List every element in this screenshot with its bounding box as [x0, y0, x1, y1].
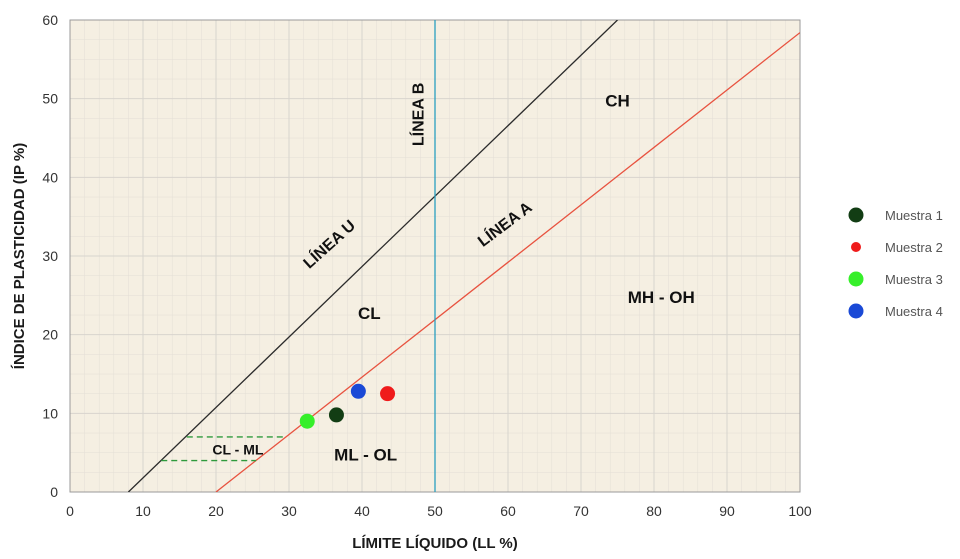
y-axis-title: ÍNDICE DE PLASTICIDAD (IP %)	[11, 143, 28, 369]
y-tick-label: 60	[42, 12, 58, 28]
data-point-muestra-2	[380, 386, 396, 402]
y-tick-label: 30	[42, 248, 58, 264]
line-a-line	[215, 32, 800, 492]
legend: Muestra 1 Muestra 2 Muestra 3 Muestra 4	[848, 207, 943, 319]
zone-label: MH - OH	[628, 288, 695, 307]
data-point-muestra-4	[350, 383, 366, 399]
zone-label: CL	[358, 304, 381, 323]
y-tick-label: 0	[50, 484, 58, 500]
data-point-muestra-3	[299, 413, 315, 429]
x-tick-label: 70	[573, 503, 589, 519]
legend-label-muestra-1: Muestra 1	[885, 208, 943, 223]
x-tick-label: 90	[719, 503, 735, 519]
cl-ml-label: CL - ML	[212, 442, 264, 458]
legend-marker-muestra-2	[851, 242, 861, 252]
x-tick-label: 50	[427, 503, 443, 519]
y-tick-label: 50	[42, 91, 58, 107]
y-tick-label: 40	[42, 169, 58, 185]
x-tick-label: 40	[354, 503, 370, 519]
x-tick-label: 80	[646, 503, 662, 519]
reference-lines	[127, 20, 800, 492]
legend-marker-muestra-4	[848, 303, 864, 319]
y-tick-label: 10	[42, 405, 58, 421]
x-tick-label: 30	[281, 503, 297, 519]
zone-label: ML - OL	[334, 446, 397, 465]
x-tick-label: 0	[66, 503, 74, 519]
zone-label: CH	[605, 92, 630, 111]
x-tick-label: 100	[788, 503, 812, 519]
x-tick-label: 10	[135, 503, 151, 519]
legend-marker-muestra-3	[848, 271, 864, 287]
line-b-label: LÍNEA B	[408, 83, 427, 146]
y-tick-label: 20	[42, 327, 58, 343]
line-u-line	[127, 20, 618, 492]
data-point-muestra-1	[328, 407, 344, 423]
legend-label-muestra-2: Muestra 2	[885, 240, 943, 255]
legend-label-muestra-3: Muestra 3	[885, 272, 943, 287]
x-tick-label: 20	[208, 503, 224, 519]
x-axis-title: LÍMITE LÍQUIDO (LL %)	[352, 535, 518, 552]
x-tick-label: 60	[500, 503, 516, 519]
legend-label-muestra-4: Muestra 4	[885, 304, 943, 319]
legend-marker-muestra-1	[848, 207, 864, 223]
